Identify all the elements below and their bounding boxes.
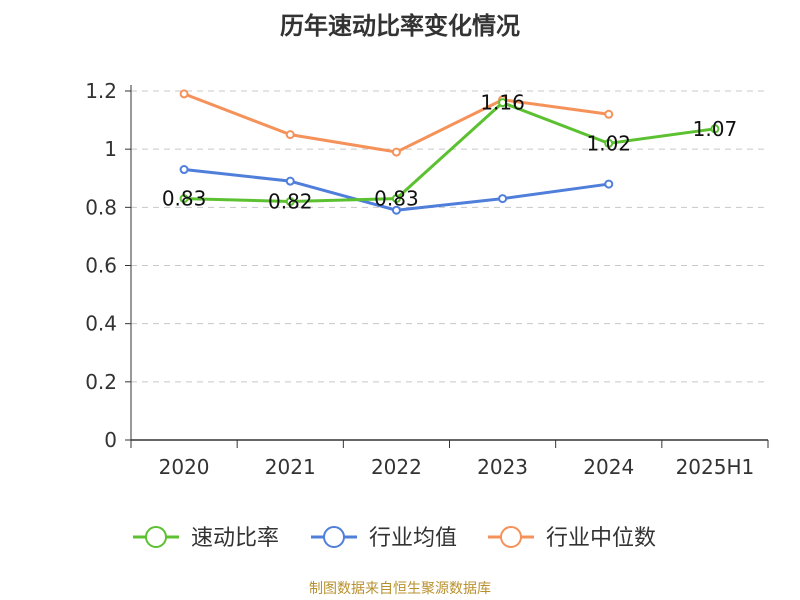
- x-tick-label-0: 2020: [159, 455, 210, 479]
- y-tick-label-2: 0.4: [85, 312, 117, 336]
- series-2-point-0: [179, 89, 189, 99]
- series-1-point-3: [498, 194, 508, 204]
- data-label-1: 0.82: [268, 190, 313, 214]
- x-tick-label-1: 2021: [265, 455, 316, 479]
- y-tick-label-3: 0.6: [85, 254, 117, 278]
- x-tick-label-2: 2022: [371, 455, 422, 479]
- data-labels: 0.83 0.82 0.83 1.16 1.02 1.07: [162, 91, 737, 214]
- y-tick-label-0: 0: [104, 428, 117, 452]
- series-1-point-4: [604, 179, 614, 189]
- data-label-3: 1.16: [480, 91, 525, 115]
- source-note: 制图数据来自恒生聚源数据库: [309, 581, 491, 597]
- series-line-0: [184, 101, 716, 204]
- data-label-0: 0.83: [162, 187, 207, 211]
- series-0-point-0: [179, 194, 189, 204]
- data-label-5: 1.07: [693, 117, 738, 141]
- series-1-point-2: [391, 205, 401, 215]
- legend-label-2: 行业中位数: [546, 526, 656, 551]
- legend-marker-1: [323, 526, 345, 548]
- series-0-point-1: [285, 197, 295, 207]
- series-0-point-5: [710, 124, 720, 134]
- chart-title: 历年速动比率变化情况: [280, 12, 520, 40]
- y-tick-label-6: 1.2: [85, 79, 117, 103]
- data-label-2: 0.83: [374, 187, 419, 211]
- axes: 0 0.2 0.4 0.6 0.8 1 1.2 2020 2021 2022 2023 2024 202…: [85, 79, 769, 479]
- legend-marker-2: [500, 526, 522, 548]
- y-tick-label-1: 0.2: [85, 370, 117, 394]
- grid-lines: [131, 90, 768, 383]
- data-label-4: 1.02: [586, 131, 631, 155]
- y-tick-label-4: 0.8: [85, 195, 117, 219]
- x-tick-label-5: 2025H1: [676, 455, 755, 479]
- legend-label-0: 速动比率: [191, 526, 279, 551]
- legend-label-1: 行业均值: [369, 526, 457, 551]
- series-lines: [179, 89, 720, 215]
- series-line-2: [183, 92, 609, 154]
- series-1-point-1: [285, 176, 295, 186]
- series-2-point-4: [604, 109, 614, 119]
- legend: 速动比率 行业均值 行业中位数: [133, 526, 656, 551]
- x-tick-label-4: 2024: [583, 455, 634, 479]
- series-1-point-0: [179, 165, 189, 175]
- series-0-point-2: [391, 194, 401, 204]
- legend-marker-0: [145, 526, 167, 548]
- x-tick-label-3: 2023: [477, 455, 528, 479]
- series-0-point-3: [498, 98, 508, 108]
- series-2-point-1: [285, 130, 295, 140]
- series-2-point-2: [391, 147, 401, 157]
- series-0-point-4: [604, 138, 614, 148]
- y-tick-label-5: 1: [104, 137, 117, 161]
